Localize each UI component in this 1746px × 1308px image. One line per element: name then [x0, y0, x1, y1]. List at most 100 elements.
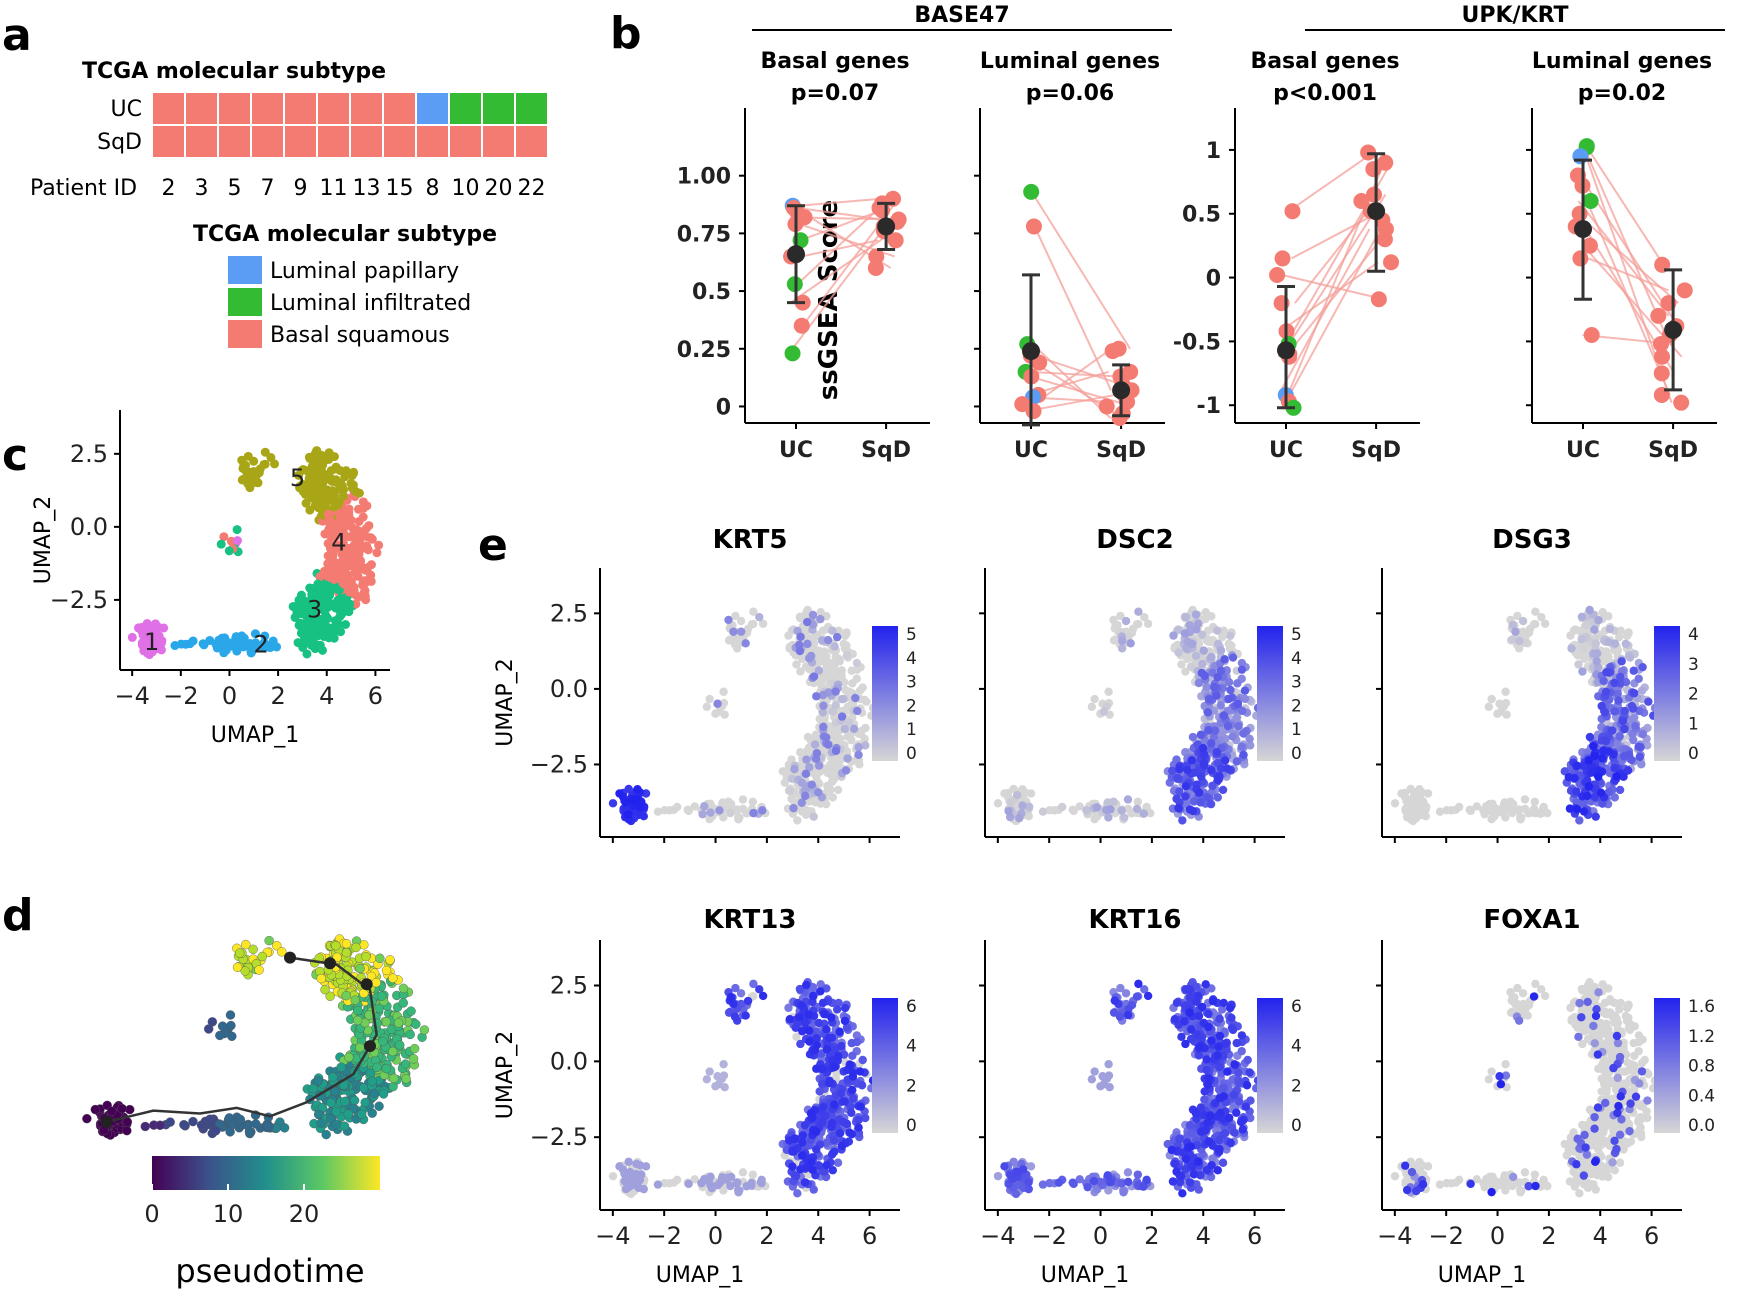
cell-point [1397, 789, 1406, 798]
cell-point [237, 475, 247, 485]
cell-point [395, 1040, 405, 1050]
cell-point [1020, 788, 1030, 797]
cell-point [1507, 635, 1517, 644]
cell-point [358, 497, 368, 507]
cell-point [700, 802, 709, 811]
cell-point [1628, 704, 1638, 713]
feature-title: DSC2 [1096, 525, 1173, 555]
cell-point [822, 1045, 832, 1054]
cell-point [730, 1012, 740, 1021]
sqd-cell [481, 124, 516, 159]
cell-point [323, 613, 333, 623]
cell-point [316, 973, 326, 984]
uc-cell [481, 91, 516, 126]
cell-point [1578, 667, 1587, 676]
cell-point [1493, 709, 1502, 718]
cell-point [830, 727, 839, 737]
cell-point [385, 955, 395, 965]
cell-point [255, 464, 265, 474]
cell-point [812, 692, 821, 701]
cell-point [372, 548, 382, 558]
cell-point [1175, 764, 1184, 774]
cell-point [1050, 806, 1059, 815]
pair-line [1291, 210, 1382, 260]
cell-point [1197, 772, 1206, 781]
y-tick-label: 2.5 [550, 599, 588, 627]
y-tick-label: 0.75 [677, 222, 731, 247]
cell-point [419, 1025, 430, 1035]
cell-point [1615, 785, 1625, 795]
cell-point [234, 638, 244, 648]
y-tick-label: −2.5 [50, 586, 108, 614]
cell-point [1233, 699, 1243, 709]
cell-point [341, 619, 351, 629]
cell-point [822, 1160, 831, 1170]
patient-id: 20 [485, 176, 513, 201]
expression-colorbar [1257, 626, 1283, 761]
cell-point [203, 1024, 214, 1034]
cluster-label: 2 [253, 631, 268, 659]
cell-point [1133, 1170, 1143, 1179]
cell-point [1200, 758, 1209, 768]
expression-colorbar [872, 998, 898, 1133]
cell-point [755, 612, 764, 622]
cell-point [738, 795, 748, 804]
cell-point [221, 645, 231, 655]
cell-point [341, 947, 352, 958]
uc-cell [316, 91, 351, 126]
pair-line [1577, 200, 1670, 317]
cell-point [315, 640, 325, 650]
uc-point [1284, 203, 1301, 220]
cell-point [351, 486, 361, 496]
cell-point [301, 498, 311, 508]
cell-point [758, 806, 767, 815]
cell-point [633, 785, 642, 794]
pair-line [1590, 225, 1679, 304]
cell-point [343, 1109, 353, 1119]
cell-point [1181, 781, 1191, 791]
cell-point [398, 998, 408, 1008]
cell-point [323, 586, 333, 596]
cell-point [818, 998, 828, 1008]
cell-point [1188, 732, 1198, 742]
panel-label-c: c [2, 430, 28, 481]
y-tick-label: 0.0 [550, 675, 588, 703]
cell-point [338, 572, 348, 582]
cell-point [833, 1052, 843, 1062]
cell-point [789, 803, 798, 813]
cell-point [829, 1147, 839, 1157]
cell-point [1585, 605, 1594, 615]
cell-point [1409, 790, 1419, 800]
cell-point [836, 1089, 846, 1098]
colorbar-tick-label: 3 [1688, 655, 1699, 675]
cell-point [254, 965, 264, 975]
cluster-label: 1 [144, 628, 159, 656]
cell-point [857, 1081, 867, 1090]
cell-point [326, 545, 336, 555]
cell-point [260, 447, 270, 457]
cell-point [1168, 766, 1177, 775]
cell-point [809, 812, 818, 821]
cell-point [107, 1106, 117, 1116]
cell-point [389, 1073, 399, 1084]
cell-point [1228, 653, 1238, 662]
cell-point [341, 466, 351, 476]
cell-point [330, 1086, 341, 1097]
cell-point [835, 657, 844, 666]
x-tick-label: 2 [759, 1222, 774, 1250]
cell-point [808, 1165, 817, 1175]
cell-point [1213, 793, 1222, 802]
cell-point [321, 1129, 331, 1140]
cell-point [1183, 765, 1192, 774]
y-tick-label: 0.0 [70, 513, 108, 541]
cell-point [304, 478, 314, 488]
colorbar-tick-label: 2 [1688, 685, 1699, 705]
cell-point [837, 712, 847, 721]
cell-point [1220, 655, 1229, 664]
x-axis-label: UMAP_1 [211, 723, 299, 748]
cell-point [1599, 746, 1608, 755]
cell-point [1239, 729, 1248, 738]
